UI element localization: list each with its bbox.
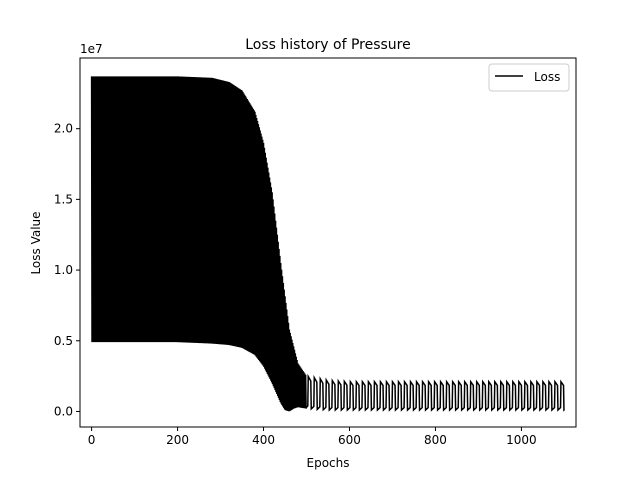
legend-entry: Loss xyxy=(534,70,560,84)
x-tick-label: 400 xyxy=(252,433,275,447)
y-tick-label: 1.5 xyxy=(54,192,73,206)
x-tick-label: 0 xyxy=(88,433,96,447)
x-tick-label: 200 xyxy=(166,433,189,447)
y-tick-label: 2.0 xyxy=(54,122,73,136)
x-tick-label: 600 xyxy=(338,433,361,447)
x-axis-ticks: 0 200 400 600 800 1000 xyxy=(88,427,537,447)
plot-area xyxy=(90,76,565,412)
y-tick-label: 0.0 xyxy=(54,404,73,418)
axes-frame xyxy=(79,57,577,428)
legend: Loss xyxy=(488,63,570,92)
x-tick-label: 800 xyxy=(424,433,447,447)
y-axis-label: Loss Value xyxy=(29,211,43,274)
legend-box xyxy=(488,63,570,92)
x-tick-label: 1000 xyxy=(506,433,537,447)
x-axis-label: Epochs xyxy=(307,456,350,470)
y-offset-label: 1e7 xyxy=(80,42,103,56)
series-line-0 xyxy=(90,76,565,412)
y-tick-label: 1.0 xyxy=(54,263,73,277)
y-axis-ticks: 0.0 0.5 1.0 1.5 2.0 xyxy=(54,122,80,418)
y-tick-label: 0.5 xyxy=(54,334,73,348)
chart-title: Loss history of Pressure xyxy=(245,37,410,53)
